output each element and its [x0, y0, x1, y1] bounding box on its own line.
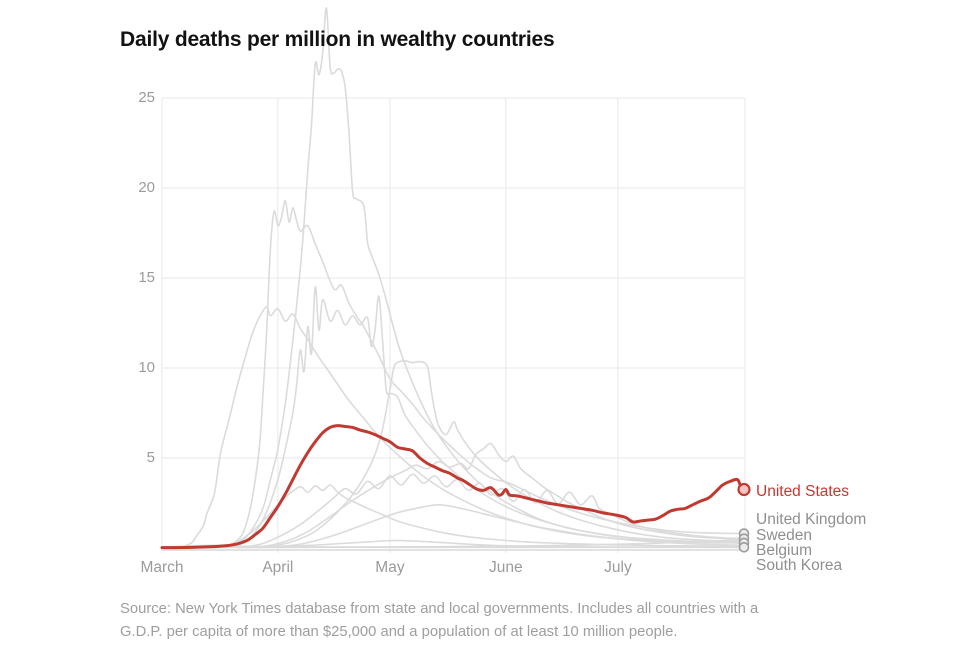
- x-axis-tick-label: July: [604, 559, 632, 576]
- y-axis-tick-label: 5: [146, 449, 155, 466]
- y-axis-tick-label: 15: [138, 269, 155, 286]
- series-label-united-states: United States: [756, 483, 850, 500]
- x-axis-tick-label: March: [140, 559, 184, 576]
- series-label-sweden: Sweden: [756, 527, 813, 544]
- y-axis-tick-label: 25: [138, 89, 155, 106]
- source-line-1: Source: New York Times database from sta…: [120, 601, 759, 617]
- source-line-2: G.D.P. per capita of more than $25,000 a…: [120, 623, 678, 640]
- chart-title: Daily deaths per million in wealthy coun…: [120, 28, 555, 51]
- x-axis-tick-label: June: [489, 559, 523, 576]
- series-line-unlabeled-7: [198, 539, 746, 549]
- series-line-unlabeled-3: [265, 360, 746, 548]
- source-note: Source: New York Times database from sta…: [120, 598, 870, 644]
- series-line-united-states: [160, 424, 747, 550]
- series-line-belgium: [213, 7, 746, 549]
- series-line-unlabeled-8: [235, 539, 746, 549]
- endpoint-dot-south-korea: [738, 541, 750, 553]
- y-axis-tick-label: 20: [138, 179, 155, 196]
- endpoint-dot-united-states: [737, 482, 751, 497]
- series-label-south-korea: South Korea: [756, 557, 843, 574]
- y-axis-tick-label: 10: [138, 359, 155, 376]
- series-line-united-kingdom: [224, 199, 746, 547]
- series-line-unlabeled-4: [258, 442, 746, 548]
- series-label-united-kingdom: United Kingdom: [756, 511, 867, 528]
- series-label-belgium: Belgium: [756, 542, 812, 559]
- series-line-unlabeled-1: [183, 306, 746, 547]
- series-line-unlabeled-6: [273, 504, 746, 548]
- x-axis-tick-label: April: [262, 559, 294, 576]
- x-axis-tick-label: May: [375, 559, 405, 576]
- series-line-unlabeled-2: [228, 286, 746, 548]
